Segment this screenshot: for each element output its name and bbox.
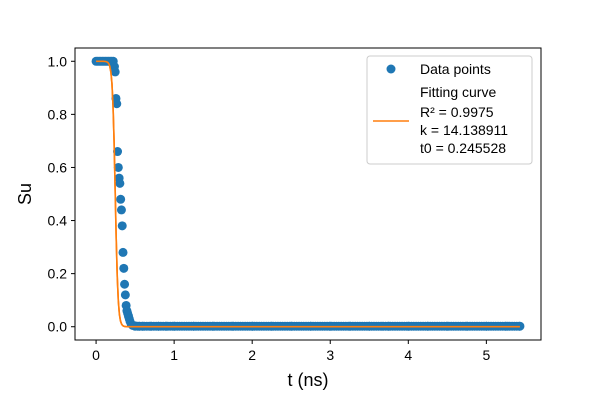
data-point (117, 221, 127, 231)
data-point (113, 147, 123, 157)
x-tick-label: 2 (248, 347, 256, 363)
data-point (113, 162, 123, 172)
x-tick-label: 5 (482, 347, 490, 363)
data-points-layer (91, 56, 525, 331)
y-axis-label: Su (15, 183, 35, 205)
x-tick-label: 3 (326, 347, 334, 363)
y-tick-label: 0.8 (48, 106, 68, 122)
data-point (112, 99, 122, 109)
x-axis-label: t (ns) (287, 370, 328, 390)
x-tick-label: 1 (170, 347, 178, 363)
data-point (120, 290, 130, 300)
legend-points-marker (386, 64, 396, 74)
y-tick-label: 1.0 (48, 53, 68, 69)
data-point (116, 194, 126, 204)
data-point (119, 263, 129, 273)
data-point (120, 279, 130, 289)
ticks: 0 1 2 3 4 5 0.0 0.2 0.4 0.6 0.8 1.0 (48, 53, 491, 363)
legend-t0-label: t0 = 0.245528 (420, 140, 506, 156)
y-tick-label: 0.4 (48, 213, 68, 229)
y-tick-label: 0.6 (48, 159, 68, 175)
legend: Data points Fitting curve R² = 0.9975 k … (366, 55, 533, 165)
legend-r2-label: R² = 0.9975 (420, 104, 494, 120)
legend-points-label: Data points (420, 61, 491, 77)
data-point (116, 205, 126, 215)
data-point (118, 247, 128, 257)
plot-frame (74, 47, 542, 341)
fitting-curve-overlay (96, 60, 520, 328)
data-point (115, 178, 125, 188)
x-tick-label: 4 (404, 347, 412, 363)
legend-box (366, 55, 533, 165)
x-tick-label: 0 (92, 347, 100, 363)
legend-k-label: k = 14.138911 (420, 122, 508, 138)
y-tick-label: 0.2 (48, 266, 68, 282)
legend-curve-label: Fitting curve (420, 84, 496, 100)
data-point (110, 67, 120, 77)
y-tick-label: 0.0 (48, 319, 68, 335)
